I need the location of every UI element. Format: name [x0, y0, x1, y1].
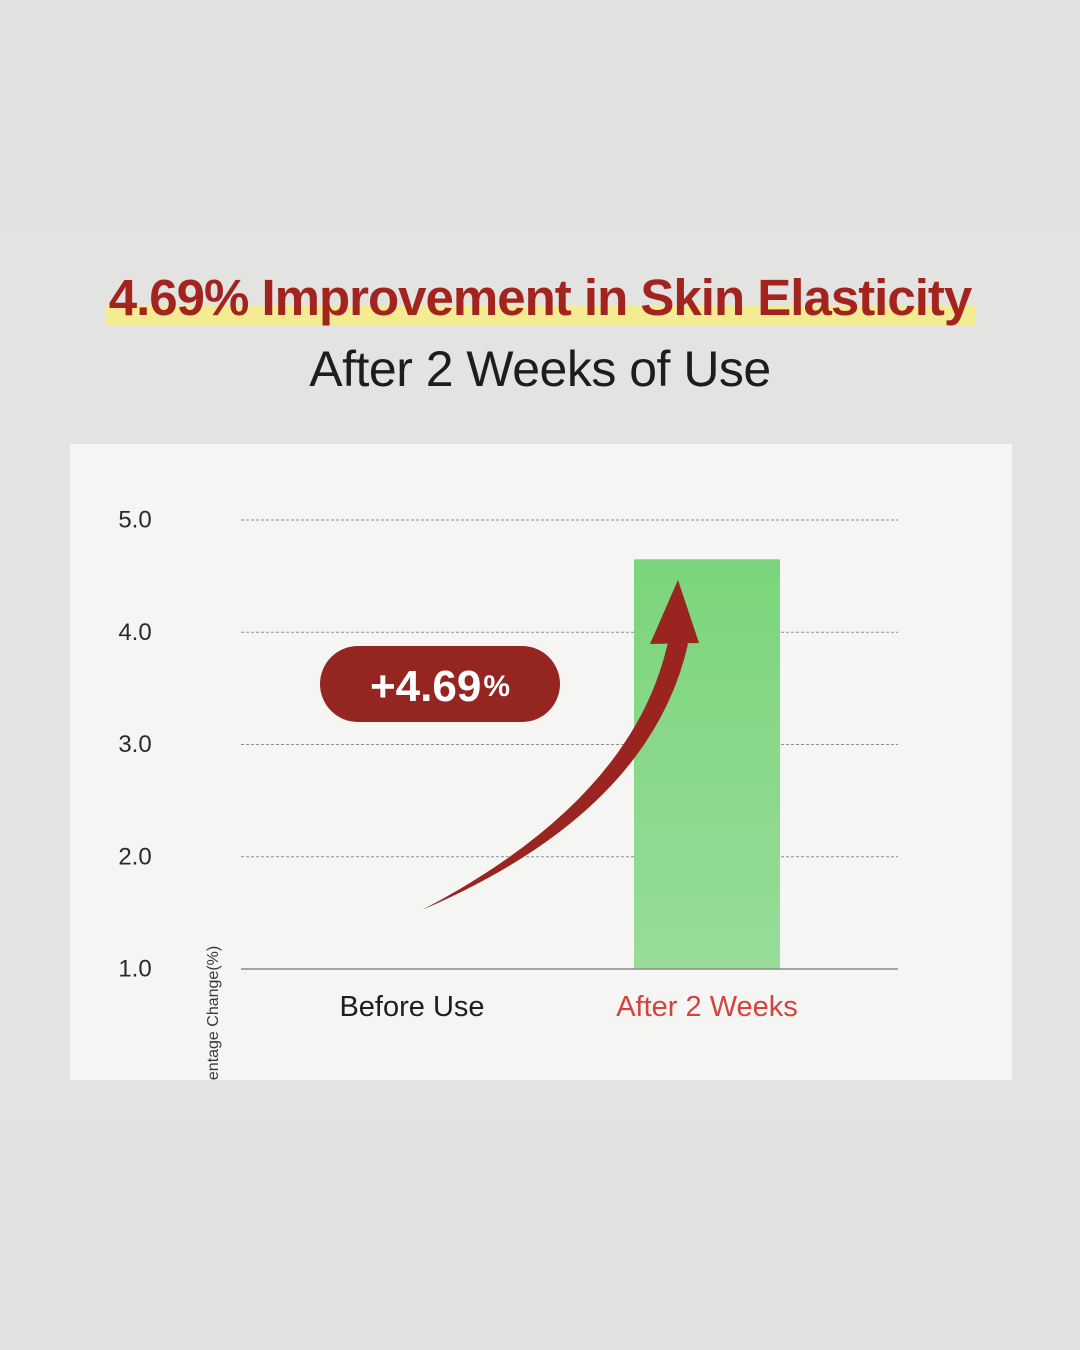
curved-up-arrow-icon — [422, 580, 699, 910]
y-axis-title: Percentage Change(%) — [205, 946, 222, 1080]
x-category-label: After 2 Weeks — [616, 991, 798, 1023]
headline-container: 4.69% Improvement in Skin Elasticity — [0, 266, 1080, 330]
callout-value: +4.69 — [370, 662, 481, 711]
callout-unit: % — [483, 670, 510, 703]
svg-text:+4.69%: +4.69% — [370, 662, 510, 711]
bottom-band — [0, 1120, 1080, 1350]
y-tick-label: 4.0 — [118, 619, 151, 646]
x-category-label: Before Use — [339, 991, 484, 1023]
y-tick-label: 5.0 — [118, 507, 151, 534]
change-callout: +4.69% — [320, 646, 560, 722]
bars — [634, 559, 780, 969]
gridlines — [241, 519, 898, 858]
bar-after-2-weeks — [634, 559, 780, 969]
headline: 4.69% Improvement in Skin Elasticity — [104, 266, 976, 330]
chart-card: 1.0 2.0 3.0 4.0 5.0 Before Use After 2 Weeks +… — [70, 444, 1012, 1080]
y-tick-label: 3.0 — [118, 731, 151, 758]
axes: 1.0 2.0 3.0 4.0 5.0 Before Use After 2 Weeks — [118, 507, 898, 1023]
y-tick-label: 1.0 — [118, 956, 151, 983]
y-tick-label: 2.0 — [118, 843, 151, 870]
subheadline: After 2 Weeks of Use — [309, 341, 771, 397]
bar-chart: 1.0 2.0 3.0 4.0 5.0 Before Use After 2 Weeks +… — [118, 507, 898, 1080]
top-band — [0, 0, 1080, 228]
